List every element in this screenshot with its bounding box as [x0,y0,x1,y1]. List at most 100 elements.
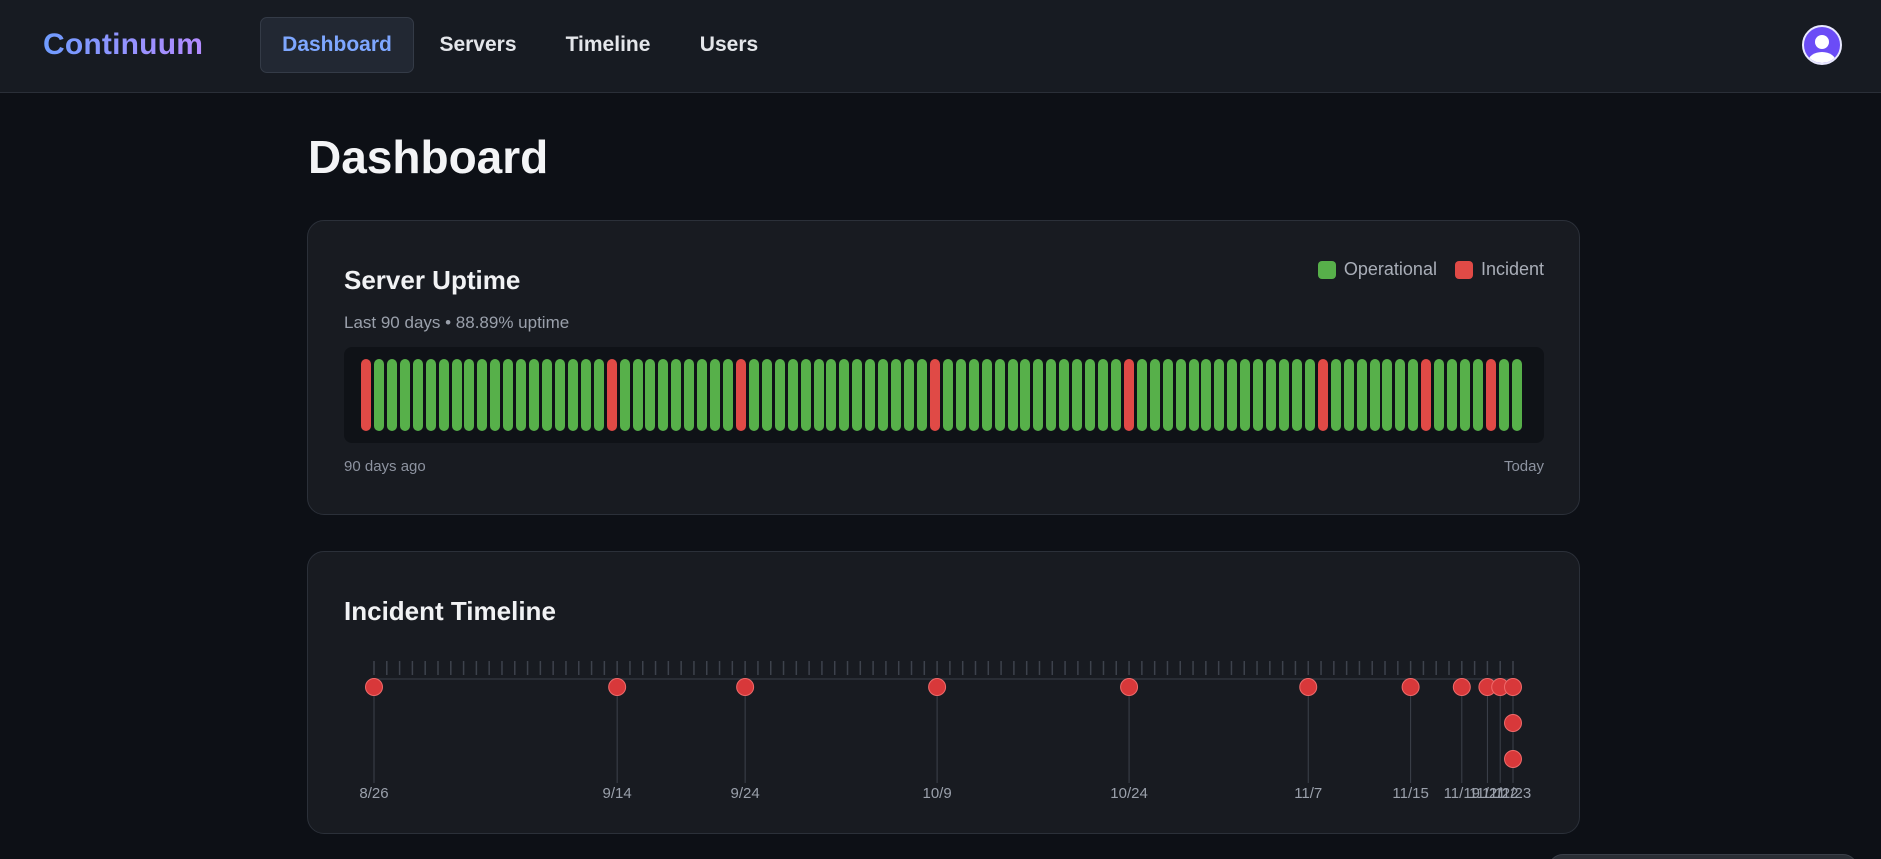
uptime-day-operational[interactable] [1085,359,1096,431]
uptime-day-operational[interactable] [1460,359,1471,431]
uptime-day-operational[interactable] [852,359,863,431]
incident-marker[interactable] [928,678,947,696]
uptime-day-operational[interactable] [645,359,656,431]
uptime-day-operational[interactable] [1356,359,1367,431]
uptime-day-operational[interactable] [774,359,785,431]
user-avatar-icon[interactable] [1802,25,1842,65]
uptime-day-operational[interactable] [1188,359,1199,431]
uptime-day-operational[interactable] [658,359,669,431]
nav-tab-users[interactable]: Users [699,33,759,56]
uptime-day-operational[interactable] [955,359,966,431]
incident-marker[interactable] [1504,678,1522,696]
uptime-day-operational[interactable] [878,359,889,431]
uptime-day-operational[interactable] [529,359,540,431]
floating-panel[interactable] [1548,854,1858,859]
uptime-day-operational[interactable] [1253,359,1264,431]
uptime-day-operational[interactable] [942,359,953,431]
uptime-day-operational[interactable] [386,359,397,431]
uptime-day-incident[interactable] [1485,359,1496,431]
uptime-day-incident[interactable] [606,359,617,431]
uptime-day-operational[interactable] [1136,359,1147,431]
incident-marker[interactable] [1504,714,1522,732]
uptime-day-operational[interactable] [800,359,811,431]
uptime-day-operational[interactable] [891,359,902,431]
uptime-day-operational[interactable] [1382,359,1393,431]
uptime-day-incident[interactable] [361,359,371,431]
uptime-day-operational[interactable] [916,359,927,431]
uptime-day-operational[interactable] [813,359,824,431]
uptime-day-operational[interactable] [1110,359,1121,431]
uptime-day-operational[interactable] [1498,359,1509,431]
uptime-day-operational[interactable] [697,359,708,431]
uptime-day-operational[interactable] [994,359,1005,431]
uptime-day-operational[interactable] [968,359,979,431]
uptime-day-operational[interactable] [490,359,501,431]
uptime-day-operational[interactable] [904,359,915,431]
incident-marker[interactable] [1452,678,1471,696]
uptime-day-operational[interactable] [1020,359,1031,431]
uptime-day-operational[interactable] [373,359,384,431]
uptime-day-operational[interactable] [684,359,695,431]
uptime-day-operational[interactable] [451,359,462,431]
uptime-day-operational[interactable] [671,359,682,431]
incident-marker[interactable] [365,678,383,696]
uptime-day-operational[interactable] [787,359,798,431]
uptime-day-operational[interactable] [1343,359,1354,431]
uptime-day-operational[interactable] [1304,359,1315,431]
incident-marker[interactable] [1401,678,1420,696]
uptime-day-operational[interactable] [619,359,630,431]
uptime-day-operational[interactable] [1033,359,1044,431]
uptime-day-operational[interactable] [865,359,876,431]
uptime-day-incident[interactable] [735,359,746,431]
uptime-day-operational[interactable] [1072,359,1083,431]
uptime-day-incident[interactable] [1421,359,1432,431]
uptime-day-operational[interactable] [438,359,449,431]
uptime-day-operational[interactable] [503,359,514,431]
incident-marker[interactable] [608,678,627,696]
uptime-day-operational[interactable] [1266,359,1277,431]
uptime-day-operational[interactable] [464,359,475,431]
app-logo[interactable]: Continuum [43,28,204,61]
uptime-day-operational[interactable] [593,359,604,431]
incident-marker[interactable] [1504,750,1522,768]
uptime-day-operational[interactable] [425,359,436,431]
incident-marker[interactable] [1120,678,1139,696]
uptime-day-operational[interactable] [1098,359,1108,431]
uptime-day-operational[interactable] [981,359,992,431]
uptime-day-operational[interactable] [580,359,591,431]
uptime-day-operational[interactable] [1291,359,1302,431]
uptime-day-operational[interactable] [554,359,565,431]
uptime-day-operational[interactable] [1279,359,1290,431]
uptime-day-incident[interactable] [1317,359,1328,431]
uptime-day-operational[interactable] [723,359,734,431]
uptime-day-operational[interactable] [1059,359,1070,431]
uptime-day-operational[interactable] [1395,359,1406,431]
uptime-day-operational[interactable] [839,359,850,431]
uptime-day-operational[interactable] [826,359,837,431]
uptime-day-operational[interactable] [1408,359,1419,431]
uptime-day-operational[interactable] [1214,359,1225,431]
uptime-day-operational[interactable] [477,359,488,431]
uptime-day-operational[interactable] [1046,359,1057,431]
uptime-day-operational[interactable] [1201,359,1212,431]
uptime-day-incident[interactable] [929,359,940,431]
uptime-day-operational[interactable] [1511,359,1522,431]
nav-tab-timeline[interactable]: Timeline [565,33,651,56]
nav-tab-servers[interactable]: Servers [439,33,517,56]
uptime-day-operational[interactable] [1162,359,1173,431]
uptime-day-operational[interactable] [1007,359,1018,431]
nav-tab-dashboard[interactable]: Dashboard [260,17,414,73]
uptime-day-operational[interactable] [1472,359,1483,431]
uptime-day-operational[interactable] [632,359,643,431]
uptime-day-operational[interactable] [1175,359,1186,431]
uptime-day-operational[interactable] [542,359,553,431]
uptime-day-operational[interactable] [761,359,772,431]
uptime-day-operational[interactable] [1369,359,1380,431]
incident-marker[interactable] [1299,678,1318,696]
uptime-day-operational[interactable] [516,359,527,431]
uptime-day-operational[interactable] [1149,359,1160,431]
incident-marker[interactable] [736,678,755,696]
uptime-day-operational[interactable] [567,359,578,431]
uptime-day-operational[interactable] [412,359,423,431]
uptime-day-operational[interactable] [399,359,410,431]
